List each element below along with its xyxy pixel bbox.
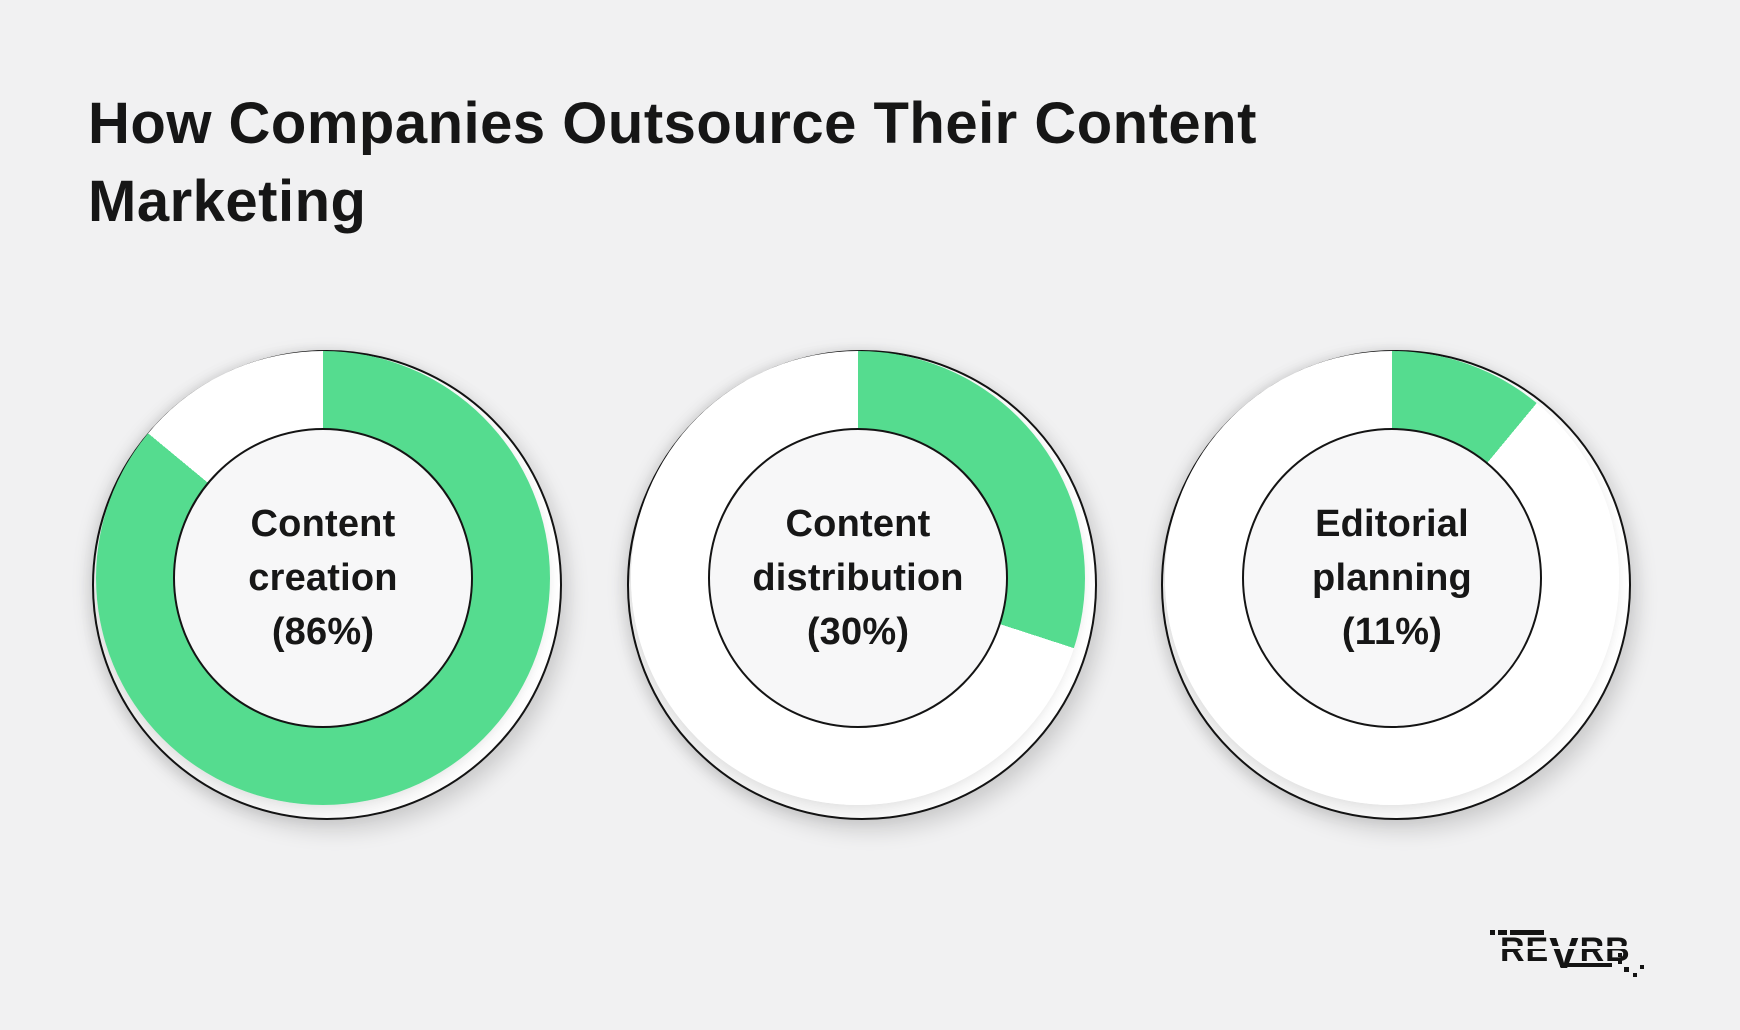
donut-inner-circle: Content distribution (30%) [708,428,1008,728]
donut-label-percent: (86%) [271,611,375,653]
donut-chart-content-creation: Content creation (86%) [92,350,562,820]
logo-slit [1498,946,1630,949]
donut-label-line1: Content [250,503,396,545]
logo-wordmark: REVRB [1500,929,1631,978]
donut-label-percent: (30%) [806,611,910,653]
donut-chart-content-distribution: Content distribution (30%) [627,350,1097,820]
logo-bottom-dashes [1560,953,1644,977]
donut-chart-editorial-planning: Editorial planning (11%) [1161,350,1631,820]
page-title: How Companies Outsource Their Content Ma… [88,91,1257,234]
donut-label-line1: Content [785,503,931,545]
donut-inner-circle: Editorial planning (11%) [1242,428,1542,728]
reverb-logo: REVRB [1490,913,1648,981]
donut-inner-circle: Content creation (86%) [173,428,473,728]
donut-label-line2: distribution [752,557,964,599]
logo-top-dashes [1490,930,1544,935]
donut-label-percent: (11%) [1341,611,1443,653]
donut-label-line1: Editorial [1315,503,1469,545]
donut-label-line2: creation [248,557,398,599]
donut-label-line2: planning [1312,557,1472,599]
